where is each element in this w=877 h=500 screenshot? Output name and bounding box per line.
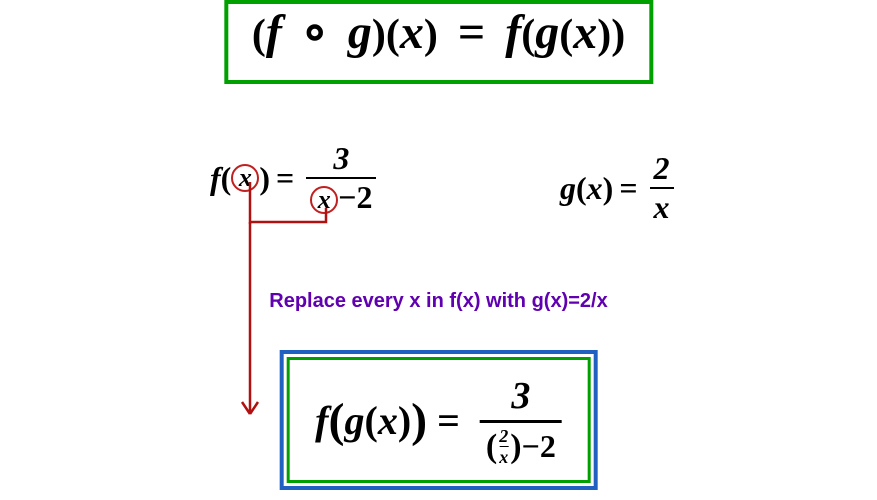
- paren: ): [372, 12, 386, 58]
- minus-two: −2: [338, 179, 372, 215]
- minus-two: −2: [522, 428, 556, 465]
- result-box-inner: f ( g ( x ) ) = 3 ( 2 x ) −2: [286, 357, 591, 483]
- paren: ): [597, 12, 611, 58]
- equals: =: [437, 397, 460, 444]
- x-var: x: [318, 187, 331, 213]
- circled-x-denom: x: [310, 186, 338, 214]
- equals: =: [619, 170, 637, 207]
- g: g: [344, 397, 364, 444]
- x: x: [400, 6, 424, 59]
- f: f: [315, 397, 328, 444]
- composition-definition-box: (f ∘ g)(x) = f(g(x)): [224, 0, 653, 84]
- numerator: 3: [329, 140, 353, 177]
- f-definition: f ( x ) = 3 x −2: [210, 140, 376, 216]
- x-var: x: [587, 170, 603, 207]
- g-label: g: [560, 170, 576, 207]
- circled-x-arg: x: [231, 164, 259, 192]
- numerator: 3: [503, 374, 538, 420]
- g-definition: g ( x ) = 2 x: [560, 150, 674, 226]
- x: x: [573, 6, 597, 59]
- inner-num: 2: [499, 427, 508, 446]
- paren: (: [521, 12, 535, 58]
- instruction-text: Replace every x in f(x) with g(x)=2/x: [269, 290, 607, 313]
- f: f: [505, 6, 521, 59]
- paren: ): [611, 12, 625, 58]
- g-fraction: 2 x: [650, 150, 674, 226]
- equals: =: [458, 6, 485, 59]
- compose-op: ∘: [300, 6, 330, 59]
- paren: (: [329, 393, 345, 448]
- x-var: x: [239, 165, 252, 191]
- paren: ): [411, 393, 427, 448]
- denominator: x: [650, 187, 674, 226]
- inner-fraction: 2 x: [499, 427, 508, 466]
- paren: (: [364, 397, 377, 444]
- paren: (: [559, 12, 573, 58]
- result-box-outer: f ( g ( x ) ) = 3 ( 2 x ) −2: [279, 350, 598, 490]
- g: g: [535, 6, 559, 59]
- equals: =: [276, 160, 294, 197]
- paren: (: [486, 428, 497, 466]
- f-label: f: [210, 160, 221, 197]
- paren: ): [603, 170, 614, 207]
- x: x: [378, 397, 398, 444]
- paren: ): [398, 397, 411, 444]
- g: g: [348, 6, 372, 59]
- paren: (: [576, 170, 587, 207]
- paren: ): [259, 160, 270, 197]
- denominator: ( 2 x ) −2: [480, 420, 562, 466]
- paren: ): [424, 12, 438, 58]
- inner-den: x: [499, 446, 508, 466]
- paren: (: [221, 160, 232, 197]
- denominator: x −2: [306, 177, 376, 216]
- paren: (: [386, 12, 400, 58]
- paren: (: [252, 12, 266, 58]
- numerator: 2: [650, 150, 674, 187]
- f-fraction: 3 x −2: [306, 140, 376, 216]
- f: f: [266, 6, 282, 59]
- paren: ): [510, 428, 521, 466]
- top-formula: (f ∘ g)(x) = f(g(x)): [252, 6, 625, 59]
- result-fraction: 3 ( 2 x ) −2: [480, 374, 562, 466]
